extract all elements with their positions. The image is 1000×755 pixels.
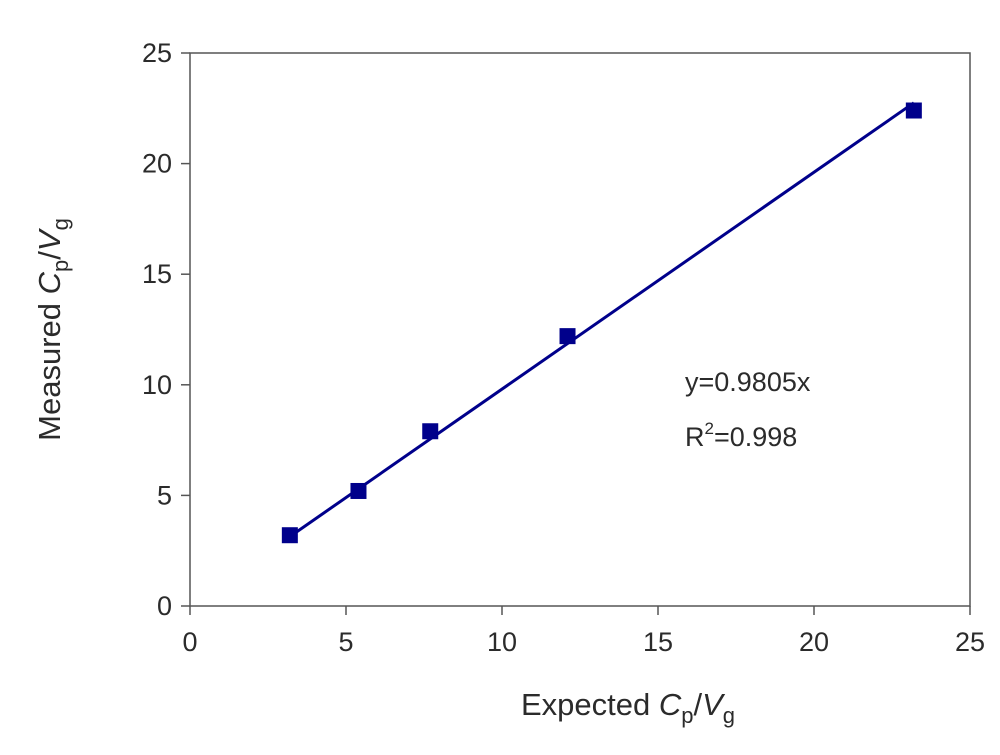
x-tick-label: 15 (643, 627, 673, 657)
y-tick-label: 25 (142, 38, 172, 68)
data-point (281, 527, 298, 544)
r-squared: R2=0.998 (685, 419, 797, 452)
x-tick-label: 0 (182, 627, 197, 657)
x-tick-label: 25 (955, 627, 985, 657)
y-tick-label: 5 (157, 480, 172, 510)
y-tick-label: 20 (142, 149, 172, 179)
y-tick-label: 15 (142, 259, 172, 289)
plot-frame (189, 52, 971, 607)
x-axis-title: Expected Cp/Vg (521, 687, 735, 728)
x-tick-label: 10 (487, 627, 517, 657)
data-point (905, 102, 922, 119)
data-point (559, 328, 576, 345)
x-tick-label: 20 (799, 627, 829, 657)
y-tick-label: 10 (142, 370, 172, 400)
fit-equation: y=0.9805x (685, 367, 811, 397)
data-point (422, 423, 439, 440)
y-tick-label: 0 (157, 591, 172, 621)
fit-line (288, 101, 915, 538)
x-tick-label: 5 (338, 627, 353, 657)
data-point (350, 482, 367, 499)
y-axis-title: Measured Cp/Vg (32, 218, 73, 441)
